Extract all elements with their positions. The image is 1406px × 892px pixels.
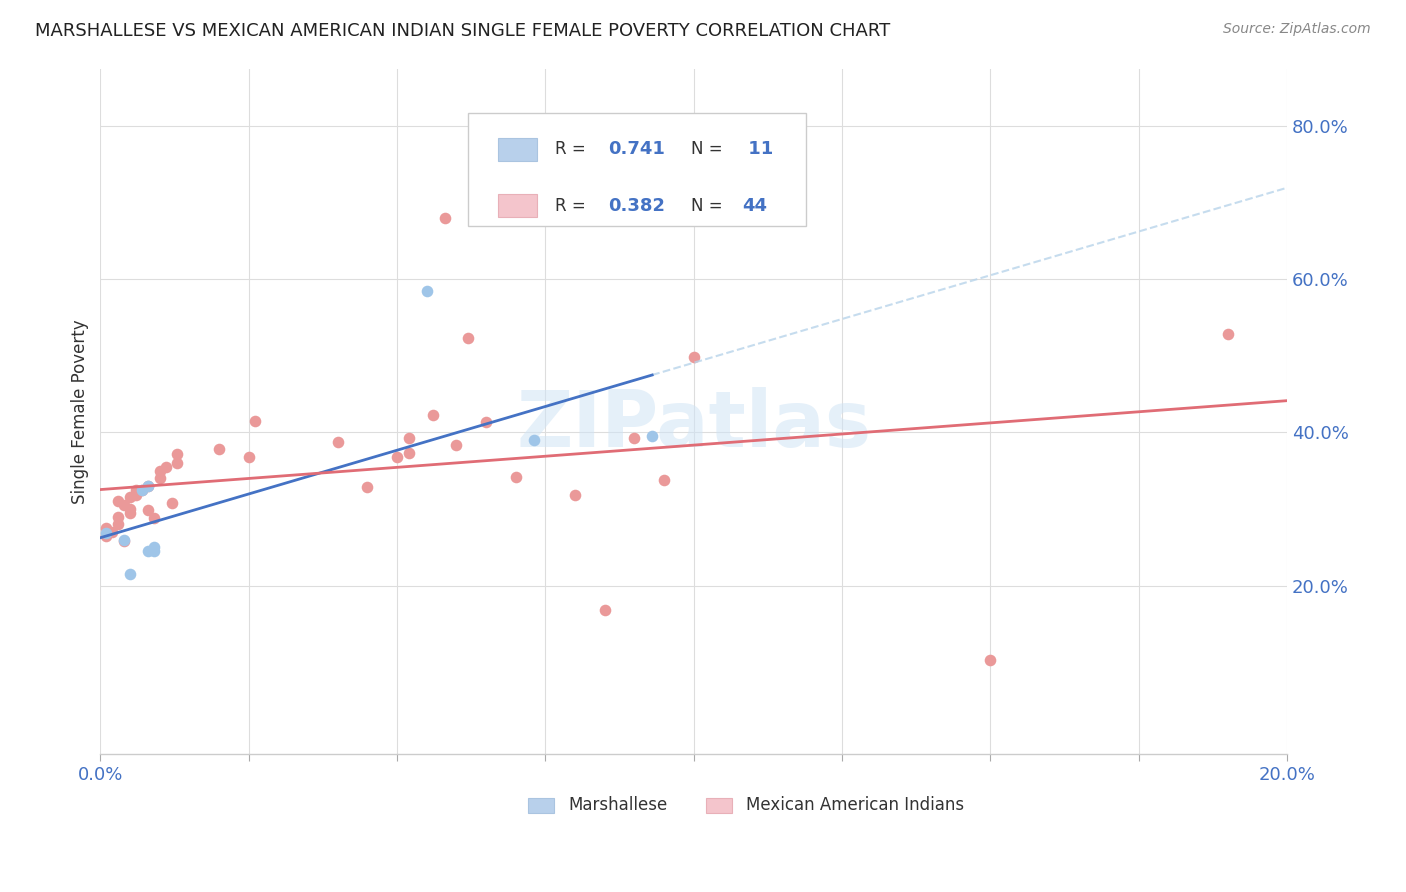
Point (652, 473, 675, 487)
Text: 44: 44 (742, 196, 768, 215)
Point (155, 459, 177, 474)
Point (326, 434, 349, 449)
Point (208, 442, 231, 457)
Point (623, 431, 645, 445)
Point (149, 464, 172, 478)
Bar (706, 798, 731, 813)
Point (522, 433, 544, 447)
Point (118, 502, 141, 516)
Point (433, 211, 456, 225)
Point (1216, 327, 1239, 342)
FancyBboxPatch shape (468, 113, 807, 227)
Text: R =: R = (555, 140, 591, 159)
Point (385, 450, 408, 464)
Point (125, 488, 148, 502)
Bar (498, 194, 537, 217)
Point (131, 483, 153, 497)
Point (112, 498, 135, 512)
Point (356, 481, 378, 495)
Point (142, 540, 165, 554)
Bar (498, 138, 537, 161)
Point (96, 526, 118, 541)
Point (166, 456, 188, 470)
Point (96, 529, 118, 543)
Y-axis label: Single Female Poverty: Single Female Poverty (72, 319, 89, 504)
Point (398, 446, 420, 460)
Point (96, 521, 118, 535)
Point (136, 503, 159, 517)
Text: R =: R = (555, 196, 591, 215)
Point (112, 534, 135, 549)
Text: 0.741: 0.741 (609, 140, 665, 159)
Point (564, 488, 586, 502)
Text: 0.382: 0.382 (609, 196, 665, 215)
Point (125, 483, 148, 497)
Text: 11: 11 (742, 140, 773, 159)
Point (142, 544, 165, 558)
Point (149, 471, 172, 485)
Point (136, 479, 159, 493)
Point (118, 506, 141, 520)
Point (682, 351, 704, 365)
Text: Mexican American Indians: Mexican American Indians (747, 797, 965, 814)
Point (107, 517, 129, 532)
Point (446, 438, 468, 452)
Point (398, 431, 420, 445)
Point (101, 524, 124, 539)
Point (238, 450, 260, 464)
Text: N =: N = (692, 140, 728, 159)
Text: ZIPatlas: ZIPatlas (516, 387, 872, 463)
Point (593, 603, 616, 617)
Point (160, 496, 183, 510)
Point (136, 544, 159, 558)
Point (243, 414, 266, 428)
Text: Source: ZipAtlas.com: Source: ZipAtlas.com (1223, 22, 1371, 37)
Point (131, 483, 153, 497)
Point (415, 284, 437, 298)
Text: Marshallese: Marshallese (568, 797, 668, 814)
Point (505, 469, 527, 483)
Point (422, 408, 444, 422)
Point (118, 491, 141, 505)
Point (166, 447, 188, 461)
Point (475, 416, 498, 430)
Bar (527, 798, 554, 813)
Text: MARSHALLESE VS MEXICAN AMERICAN INDIAN SINGLE FEMALE POVERTY CORRELATION CHART: MARSHALLESE VS MEXICAN AMERICAN INDIAN S… (35, 22, 890, 40)
Point (457, 331, 479, 345)
Point (142, 511, 165, 525)
Point (979, 653, 1001, 667)
Text: N =: N = (692, 196, 728, 215)
Point (136, 479, 159, 493)
Point (107, 509, 129, 524)
Point (118, 567, 141, 582)
Point (112, 533, 135, 547)
Point (107, 494, 129, 508)
Point (641, 429, 664, 443)
